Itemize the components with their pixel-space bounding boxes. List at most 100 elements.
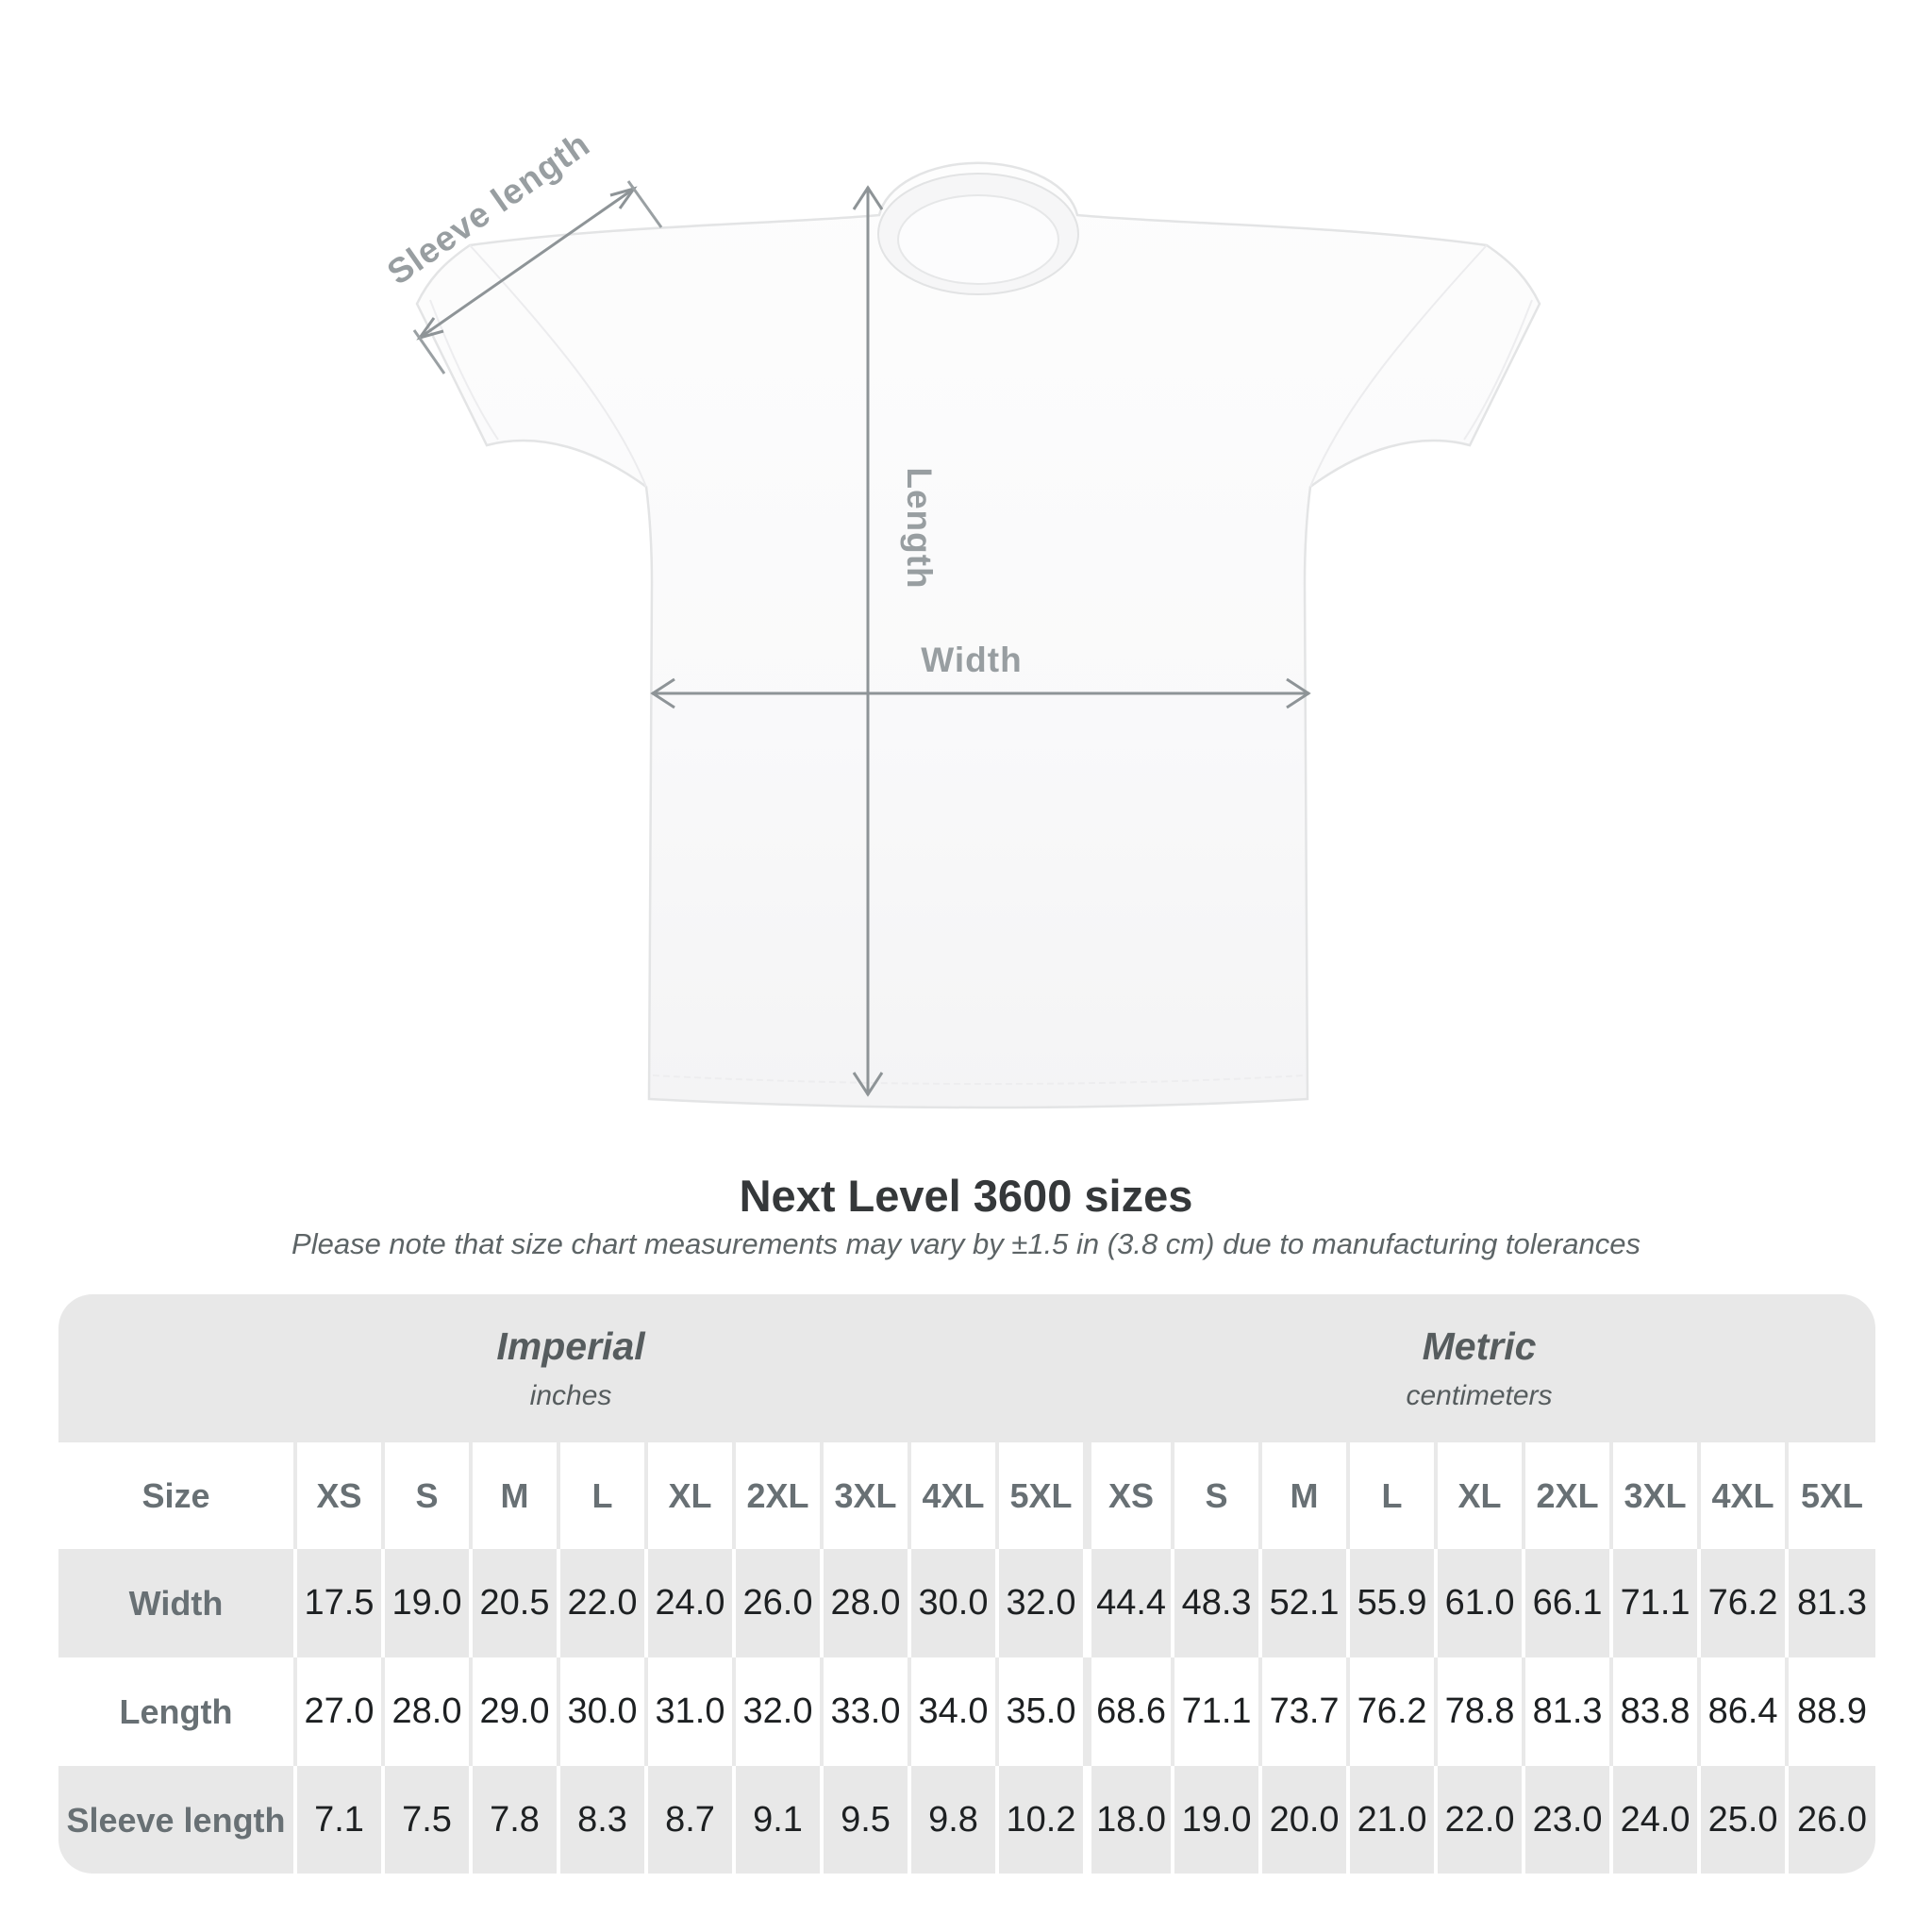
metric-section-header: Metric centimeters	[1083, 1294, 1875, 1442]
value-cell: 20.5	[469, 1549, 557, 1657]
value-cell: 76.2	[1697, 1549, 1786, 1657]
left-cuff-seam	[429, 299, 499, 441]
value-cell: 68.6	[1083, 1657, 1172, 1766]
size-header-cell: L	[557, 1442, 644, 1549]
size-header-row: Size XS S M L XL 2XL 3XL 4XL 5XL XS S M …	[58, 1442, 1875, 1549]
size-header-cell: 5XL	[995, 1442, 1084, 1549]
length-arrow	[852, 185, 884, 1097]
value-cell: 71.1	[1609, 1549, 1698, 1657]
value-cell: 81.3	[1522, 1657, 1610, 1766]
value-cell: 34.0	[908, 1657, 995, 1766]
metric-unit: centimeters	[1406, 1380, 1553, 1411]
value-cell: 24.0	[644, 1549, 732, 1657]
value-cell: 26.0	[732, 1549, 820, 1657]
value-cell: 81.3	[1785, 1549, 1875, 1657]
value-cell: 44.4	[1083, 1549, 1172, 1657]
value-cell: 9.8	[908, 1766, 995, 1874]
value-cell: 19.0	[381, 1549, 469, 1657]
value-cell: 27.0	[293, 1657, 381, 1766]
size-header-cell: 2XL	[732, 1442, 820, 1549]
value-cell: 28.0	[381, 1657, 469, 1766]
value-cell: 28.0	[820, 1549, 908, 1657]
width-label: Width	[921, 641, 1022, 679]
value-cell: 86.4	[1697, 1657, 1786, 1766]
size-header-cell: S	[1171, 1442, 1259, 1549]
size-table: Imperial inches Metric centimeters Size …	[58, 1294, 1875, 1874]
value-cell: 30.0	[557, 1657, 644, 1766]
size-header-cell: XL	[644, 1442, 732, 1549]
row-label: Sleeve length	[58, 1766, 293, 1874]
value-cell: 20.0	[1258, 1766, 1347, 1874]
collar-inner	[897, 194, 1059, 285]
size-header-cell: XS	[293, 1442, 381, 1549]
value-cell: 32.0	[995, 1549, 1084, 1657]
width-row: Width 17.5 19.0 20.5 22.0 24.0 26.0 28.0…	[58, 1549, 1875, 1657]
sleeve-length-row: Sleeve length 7.1 7.5 7.8 8.3 8.7 9.1 9.…	[58, 1766, 1875, 1874]
value-cell: 23.0	[1522, 1766, 1610, 1874]
value-cell: 83.8	[1609, 1657, 1698, 1766]
value-cell: 22.0	[557, 1549, 644, 1657]
sleeve-length-arrow	[412, 180, 663, 375]
size-header-cell: L	[1346, 1442, 1435, 1549]
row-label: Length	[58, 1657, 293, 1766]
size-header-cell: 4XL	[908, 1442, 995, 1549]
imperial-unit: inches	[529, 1380, 612, 1411]
measurement-arrows: Sleeve length Length Width	[380, 125, 1311, 1097]
value-cell: 66.1	[1522, 1549, 1610, 1657]
value-cell: 7.1	[293, 1766, 381, 1874]
left-sleeve-seam	[469, 244, 647, 488]
value-cell: 35.0	[995, 1657, 1084, 1766]
value-cell: 24.0	[1609, 1766, 1698, 1874]
length-row: Length 27.0 28.0 29.0 30.0 31.0 32.0 33.…	[58, 1657, 1875, 1766]
size-column-header: Size	[58, 1442, 293, 1549]
value-cell: 7.8	[469, 1766, 557, 1874]
tshirt-body	[415, 161, 1541, 1109]
value-cell: 25.0	[1697, 1766, 1786, 1874]
right-sleeve-seam	[1309, 244, 1488, 488]
value-cell: 78.8	[1434, 1657, 1523, 1766]
value-cell: 21.0	[1346, 1766, 1435, 1874]
size-header-cell: 3XL	[820, 1442, 908, 1549]
size-table-container: Imperial inches Metric centimeters Size …	[58, 1294, 1875, 1874]
value-cell: 17.5	[293, 1549, 381, 1657]
width-arrow	[650, 677, 1311, 709]
value-cell: 61.0	[1434, 1549, 1523, 1657]
size-header-cell: 5XL	[1785, 1442, 1875, 1549]
hem-seam	[652, 1074, 1305, 1085]
value-cell: 71.1	[1171, 1657, 1259, 1766]
value-cell: 31.0	[644, 1657, 732, 1766]
imperial-section-header: Imperial inches	[58, 1294, 1084, 1442]
sleeve-length-label: Sleeve length	[380, 125, 597, 292]
unit-section-row: Imperial inches Metric centimeters	[58, 1294, 1875, 1442]
value-cell: 26.0	[1785, 1766, 1875, 1874]
tolerance-note: Please note that size chart measurements…	[291, 1227, 1641, 1260]
value-cell: 33.0	[820, 1657, 908, 1766]
size-header-cell: XS	[1083, 1442, 1172, 1549]
value-cell: 32.0	[732, 1657, 820, 1766]
value-cell: 9.1	[732, 1766, 820, 1874]
value-cell: 76.2	[1346, 1657, 1435, 1766]
value-cell: 29.0	[469, 1657, 557, 1766]
metric-label: Metric	[1422, 1324, 1537, 1368]
imperial-label: Imperial	[496, 1324, 645, 1368]
size-header-cell: M	[469, 1442, 557, 1549]
value-cell: 22.0	[1434, 1766, 1523, 1874]
value-cell: 88.9	[1785, 1657, 1875, 1766]
value-cell: 73.7	[1258, 1657, 1347, 1766]
value-cell: 8.3	[557, 1766, 644, 1874]
value-cell: 7.5	[381, 1766, 469, 1874]
value-cell: 19.0	[1171, 1766, 1259, 1874]
size-header-cell: 4XL	[1697, 1442, 1786, 1549]
value-cell: 9.5	[820, 1766, 908, 1874]
size-header-cell: 3XL	[1609, 1442, 1698, 1549]
size-header-cell: S	[381, 1442, 469, 1549]
size-header-cell: M	[1258, 1442, 1347, 1549]
size-header-cell: 2XL	[1522, 1442, 1610, 1549]
value-cell: 18.0	[1083, 1766, 1172, 1874]
length-label: Length	[900, 467, 939, 589]
size-header-cell: XL	[1434, 1442, 1523, 1549]
value-cell: 55.9	[1346, 1549, 1435, 1657]
value-cell: 30.0	[908, 1549, 995, 1657]
row-label: Width	[58, 1549, 293, 1657]
